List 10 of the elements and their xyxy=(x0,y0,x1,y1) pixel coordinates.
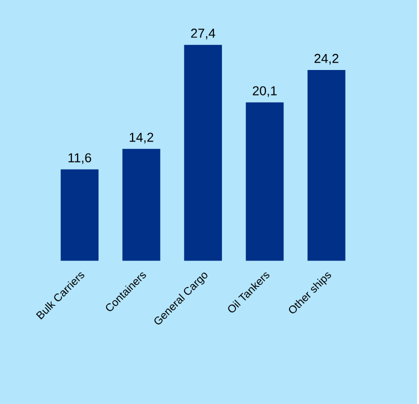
data-label: 24,2 xyxy=(314,54,338,65)
data-label: 20,1 xyxy=(252,86,277,97)
bar xyxy=(122,148,160,261)
bar xyxy=(184,44,222,261)
data-label: 11,6 xyxy=(68,153,92,164)
bar xyxy=(308,70,346,261)
bar xyxy=(60,169,99,261)
data-label: 27,4 xyxy=(191,28,216,40)
bar xyxy=(246,102,284,261)
data-label: 14,2 xyxy=(130,132,154,144)
